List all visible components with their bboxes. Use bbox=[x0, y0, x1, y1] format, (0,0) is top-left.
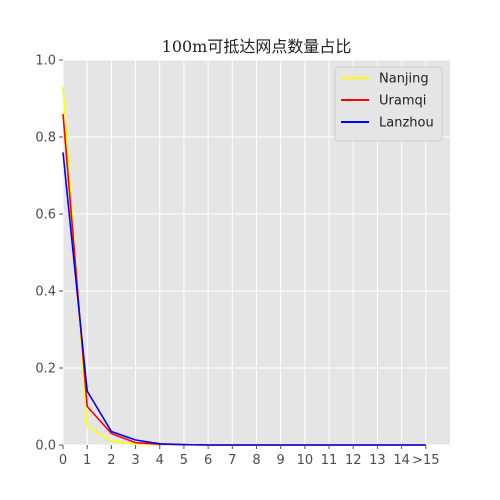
legend: Nanjing Uramqi Lanzhou bbox=[334, 66, 443, 142]
legend-label-lanzhou: Lanzhou bbox=[379, 116, 434, 131]
legend-label-uramqi: Uramqi bbox=[379, 94, 426, 109]
chart-title: 100m可抵达网点数量占比 bbox=[162, 37, 352, 56]
x-tick-label: 1 bbox=[83, 453, 91, 468]
x-tick-label: 9 bbox=[277, 453, 285, 468]
x-tick-label: 6 bbox=[204, 453, 212, 468]
y-tick-label: 0.4 bbox=[35, 285, 56, 300]
x-tick-label: 0 bbox=[59, 453, 67, 468]
legend-label-nanjing: Nanjing bbox=[379, 72, 429, 87]
y-tick-label: 0.8 bbox=[35, 131, 56, 146]
x-tick-label: 8 bbox=[252, 453, 260, 468]
y-axis-ticks: 0.0 0.2 0.4 0.6 0.8 1.0 bbox=[35, 54, 63, 454]
x-tick-label: 13 bbox=[369, 453, 386, 468]
x-tick-label: 10 bbox=[297, 453, 314, 468]
series-line-lanzhou bbox=[62, 152, 426, 446]
y-tick-label: 0.2 bbox=[35, 362, 56, 377]
x-tick-label: 2 bbox=[107, 453, 115, 468]
y-tick-label: 0.0 bbox=[35, 439, 56, 454]
x-axis-ticks: 0 1 2 3 4 5 6 7 8 9 10 11 12 13 14 >15 bbox=[59, 445, 440, 468]
grid-lines bbox=[62, 59, 450, 446]
x-tick-label: 5 bbox=[180, 453, 188, 468]
x-tick-label: 14 bbox=[393, 453, 410, 468]
x-tick-label: 3 bbox=[131, 453, 139, 468]
y-tick-label: 1.0 bbox=[35, 54, 56, 69]
x-tick-label: >15 bbox=[412, 453, 439, 468]
y-tick-label: 0.6 bbox=[35, 208, 56, 223]
x-tick-label: 11 bbox=[321, 453, 338, 468]
x-tick-label: 4 bbox=[156, 453, 164, 468]
x-tick-label: 7 bbox=[228, 453, 236, 468]
series-lines bbox=[62, 86, 426, 446]
x-tick-label: 12 bbox=[345, 453, 362, 468]
